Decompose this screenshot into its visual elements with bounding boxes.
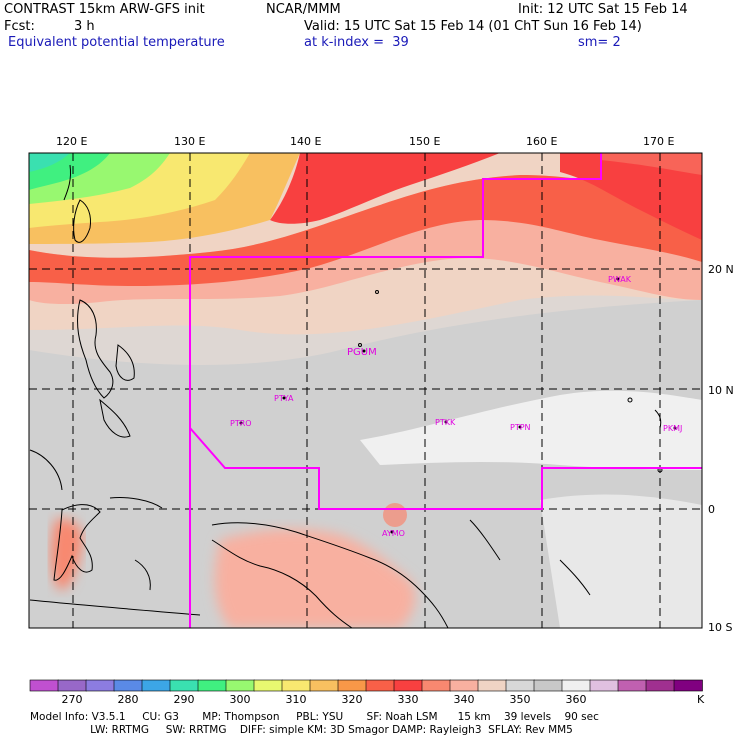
colorbar-swatch bbox=[225, 679, 255, 692]
colorbar-tick-label: 360 bbox=[565, 693, 587, 706]
station-label-ptro: PTRO bbox=[230, 419, 252, 428]
colorbar-swatch bbox=[449, 679, 479, 692]
plot-frame bbox=[28, 152, 703, 629]
station-label-pwak: PWAK bbox=[608, 275, 632, 284]
colorbar-swatch bbox=[505, 679, 535, 692]
domain-boundary-lower bbox=[189, 427, 702, 510]
colorbar-swatch bbox=[673, 679, 703, 692]
theta-e-field bbox=[29, 153, 702, 628]
colorbar-swatch bbox=[393, 679, 423, 692]
colorbar-tick-label: 290 bbox=[173, 693, 195, 706]
field-name: Equivalent potential temperature bbox=[8, 35, 225, 50]
colorbar-tick-label: 330 bbox=[397, 693, 419, 706]
colorbar-swatch bbox=[57, 679, 87, 692]
colorbar-swatch bbox=[589, 679, 619, 692]
colorbar-unit: K bbox=[697, 693, 705, 706]
colorbar-tick-label: 300 bbox=[229, 693, 251, 706]
colorbar-swatch bbox=[85, 679, 115, 692]
colorbar-swatch bbox=[281, 679, 311, 692]
colorbar-swatch bbox=[113, 679, 143, 692]
station-dot bbox=[444, 420, 448, 424]
level-label: at k-index = 39 bbox=[304, 35, 409, 50]
lon-tick: 170 E bbox=[643, 135, 675, 148]
valid-time: Valid: 15 UTC Sat 15 Feb 14 (01 ChT Sun … bbox=[304, 19, 642, 34]
domain-boundary-upper bbox=[189, 153, 602, 628]
station-dot bbox=[518, 425, 522, 429]
station-label-pkmj: PKMJ bbox=[663, 424, 682, 433]
colorbar-swatch bbox=[617, 679, 647, 692]
colorbar-swatch bbox=[533, 679, 563, 692]
colorbar-swatch bbox=[253, 679, 283, 692]
station-label-aymo: AYMO bbox=[382, 529, 405, 538]
colorbar-swatch bbox=[477, 679, 507, 692]
station-label-pgum: PGUM bbox=[347, 347, 377, 358]
lat-tick: 20 N bbox=[708, 263, 734, 276]
station-dot bbox=[616, 277, 620, 281]
colorbar-swatch bbox=[197, 679, 227, 692]
station-dot bbox=[390, 530, 394, 534]
station-dot bbox=[239, 421, 243, 425]
lat-tick: 10 S bbox=[708, 621, 733, 634]
station-dot bbox=[362, 349, 366, 353]
lon-tick: 160 E bbox=[526, 135, 558, 148]
colorbar-tick-label: 320 bbox=[341, 693, 363, 706]
station-label-ptkk: PTKK bbox=[435, 418, 456, 427]
lon-tick: 150 E bbox=[409, 135, 441, 148]
colorbar-swatch bbox=[365, 679, 395, 692]
lat-tick: 10 N bbox=[708, 384, 734, 397]
init-time: Init: 12 UTC Sat 15 Feb 14 bbox=[518, 2, 688, 17]
station-dot bbox=[282, 396, 286, 400]
lon-tick: 120 E bbox=[56, 135, 88, 148]
lat-tick: 0 bbox=[708, 503, 715, 516]
colorbar-tick-label: 310 bbox=[285, 693, 307, 706]
colorbar-swatch bbox=[421, 679, 451, 692]
colorbar-tick-label: 280 bbox=[117, 693, 139, 706]
org-label: NCAR/MMM bbox=[266, 2, 341, 17]
colorbar bbox=[29, 679, 703, 692]
lat-lon-grid bbox=[29, 153, 702, 628]
colorbar-swatch bbox=[309, 679, 339, 692]
colorbar-swatch bbox=[169, 679, 199, 692]
colorbar-tick-label: 340 bbox=[453, 693, 475, 706]
colorbar-swatch bbox=[561, 679, 591, 692]
smoothing-label: sm= 2 bbox=[578, 35, 621, 50]
station-dot bbox=[673, 426, 677, 430]
station-label-ptya: PTYA bbox=[274, 394, 294, 403]
model-title: CONTRAST 15km ARW-GFS init bbox=[4, 2, 205, 17]
fcst-value: 3 h bbox=[74, 19, 95, 34]
model-info-line1: Model Info: V3.5.1 CU: G3 MP: Thompson P… bbox=[30, 711, 599, 723]
lon-tick: 140 E bbox=[290, 135, 322, 148]
colorbar-tick-label: 350 bbox=[509, 693, 531, 706]
colorbar-swatch bbox=[337, 679, 367, 692]
lon-tick: 130 E bbox=[174, 135, 206, 148]
colorbar-swatch bbox=[645, 679, 675, 692]
model-info-line2: LW: RRTMG SW: RRTMG DIFF: simple KM: 3D … bbox=[30, 724, 573, 736]
fcst-label: Fcst: bbox=[4, 19, 35, 34]
colorbar-tick-label: 270 bbox=[61, 693, 83, 706]
colorbar-swatch bbox=[141, 679, 171, 692]
station-label-ptpn: PTPN bbox=[510, 423, 531, 432]
colorbar-swatch bbox=[29, 679, 59, 692]
